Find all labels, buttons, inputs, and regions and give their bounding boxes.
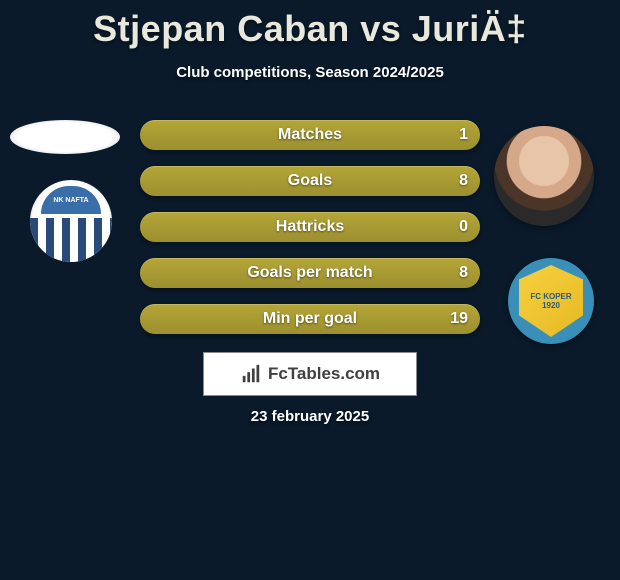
page-title: Stjepan Caban vs JuriÄ‡ bbox=[0, 0, 620, 50]
stat-row-matches: Matches 1 bbox=[140, 120, 480, 150]
club-right-badge: FC KOPER 1920 bbox=[508, 258, 594, 344]
page-subtitle: Club competitions, Season 2024/2025 bbox=[0, 64, 620, 81]
stat-row-hattricks: Hattricks 0 bbox=[140, 212, 480, 242]
player-right-avatar bbox=[494, 126, 594, 226]
club-right-year: 1920 bbox=[542, 301, 560, 310]
watermark: FcTables.com bbox=[203, 352, 417, 396]
stat-label: Goals per match bbox=[247, 264, 372, 282]
stat-value-right: 0 bbox=[459, 218, 468, 236]
stat-label: Hattricks bbox=[276, 218, 344, 236]
stat-label: Matches bbox=[278, 126, 342, 144]
club-left-name: NK NAFTA bbox=[41, 186, 101, 214]
club-left-badge: NK NAFTA bbox=[30, 180, 112, 262]
chart-icon bbox=[240, 363, 262, 385]
stat-row-goals-per-match: Goals per match 8 bbox=[140, 258, 480, 288]
stat-label: Min per goal bbox=[263, 310, 357, 328]
stat-label: Goals bbox=[288, 172, 332, 190]
date-label: 23 february 2025 bbox=[0, 408, 620, 425]
stat-value-right: 8 bbox=[459, 264, 468, 282]
stat-value-right: 19 bbox=[450, 310, 468, 328]
club-right-shield-icon: FC KOPER 1920 bbox=[519, 265, 583, 337]
player-left-avatar bbox=[10, 120, 120, 154]
stat-value-right: 1 bbox=[459, 126, 468, 144]
stat-row-min-per-goal: Min per goal 19 bbox=[140, 304, 480, 334]
stat-row-goals: Goals 8 bbox=[140, 166, 480, 196]
watermark-text: FcTables.com bbox=[268, 364, 380, 384]
club-right-name: FC KOPER bbox=[530, 292, 571, 301]
stat-value-right: 8 bbox=[459, 172, 468, 190]
